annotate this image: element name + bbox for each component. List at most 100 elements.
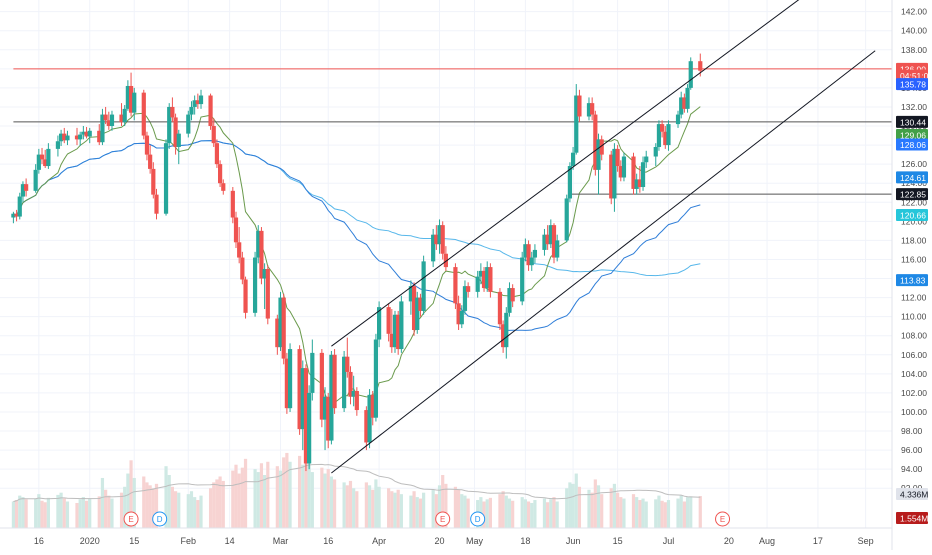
volume-bar [275, 466, 279, 528]
volume-bar [167, 475, 171, 528]
candle [17, 192, 22, 220]
time-tick-label: Jul [663, 536, 675, 546]
candle-body [20, 184, 26, 197]
volume-bar [498, 494, 502, 528]
volume-bar [256, 472, 260, 528]
candle-body [186, 114, 191, 134]
candle-body [411, 286, 417, 330]
candle [303, 364, 309, 472]
volume-bar [622, 498, 626, 528]
volume-bar [663, 502, 667, 528]
candle-body [198, 95, 204, 105]
event-marker-circle [123, 511, 139, 527]
candle-body [176, 133, 181, 147]
volume-bar [34, 498, 38, 528]
candle-body [567, 166, 572, 199]
candle-body [237, 242, 242, 258]
volume-bar [609, 488, 613, 528]
earnings-marker-icon[interactable]: E [123, 511, 139, 527]
candle-body [106, 120, 111, 127]
candle-body [698, 61, 703, 71]
price-badge-bg [896, 188, 928, 201]
volume-bar [24, 499, 28, 528]
volume-bar [88, 498, 92, 528]
candle [599, 135, 604, 161]
candle [475, 270, 480, 298]
volume-bar [418, 498, 423, 528]
volume-bar [482, 501, 486, 528]
volume-bar [399, 494, 403, 528]
volume-badge: 1.554M [896, 512, 928, 524]
price-badge-text: 128.06 [900, 140, 926, 150]
volume-bar [234, 464, 238, 528]
volume-bar [504, 495, 508, 528]
time-tick-label: Apr [372, 536, 386, 546]
volume-bars [11, 450, 702, 528]
candle-body [97, 130, 102, 143]
price-tick-label: 120.00 [901, 216, 927, 226]
time-tick-label: 20 [724, 536, 734, 546]
candle [125, 80, 130, 111]
volume-bar [520, 497, 524, 528]
volume-bar [409, 495, 413, 528]
volume-bar [441, 475, 445, 528]
candle [233, 211, 239, 249]
candle [214, 139, 220, 168]
volume-bar [40, 500, 44, 528]
time-tick-label: Feb [181, 536, 197, 546]
candle [443, 246, 448, 271]
volume-bar [132, 477, 136, 528]
volume-bar [81, 497, 85, 528]
volume-bar [104, 489, 108, 528]
candle-body [342, 356, 347, 409]
volume-bar [355, 491, 359, 528]
dividend-marker-icon[interactable]: D [152, 511, 168, 527]
volume-bar [571, 483, 575, 528]
candle-body [415, 297, 420, 330]
volume-bar [307, 463, 311, 528]
volume-bar [530, 502, 534, 528]
candle [252, 251, 258, 317]
dividend-marker-icon[interactable]: D [470, 511, 486, 527]
candles [11, 53, 703, 472]
candle [640, 156, 646, 191]
earnings-marker-icon[interactable]: E [435, 511, 451, 527]
time-axis: 16 2020 15 Feb 14 Mar 16 Apr 20 May 18 Jun 15 Jul 20 Au… [0, 527, 892, 546]
volume-bar [364, 482, 368, 528]
volume-bar [612, 483, 617, 528]
time-tick-label: 14 [225, 536, 235, 546]
candle [501, 320, 506, 353]
candle-body [459, 310, 464, 325]
candle-body [218, 164, 223, 184]
volume-bar [218, 476, 222, 528]
volume-badge-text: 1.554M [900, 514, 928, 524]
channel-trend-line[interactable] [331, 50, 876, 474]
candle [411, 282, 417, 336]
volume-bar [145, 482, 149, 528]
candle [109, 110, 115, 131]
candle-body [46, 148, 51, 167]
earnings-marker-icon[interactable]: E [715, 511, 731, 527]
volume-badge-text: 4.336M [900, 490, 928, 500]
price-tick-label: 110.00 [901, 312, 927, 322]
candle [431, 228, 436, 268]
candle [326, 392, 331, 449]
time-tick-label: Aug [759, 536, 775, 546]
candle-body [310, 352, 315, 393]
price-tick-label: 98.00 [901, 426, 923, 436]
candle-body [65, 135, 70, 141]
candle [148, 145, 153, 174]
volume-bar [151, 488, 155, 528]
candle-body [431, 234, 436, 262]
candle [545, 225, 550, 250]
channel-trend-line[interactable] [331, 0, 808, 347]
candle-body [675, 114, 681, 125]
volume-bar [542, 498, 547, 528]
candle-body [389, 333, 394, 348]
candle-body [656, 124, 662, 147]
volume-bar [685, 497, 690, 528]
event-marker-label: D [475, 515, 481, 524]
candle-body [396, 314, 401, 350]
price-axis-badge: 129.06 [896, 128, 928, 141]
